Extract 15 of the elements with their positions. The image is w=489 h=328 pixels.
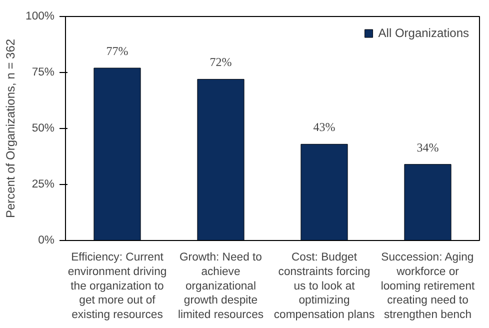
y-tick-label: 25% <box>32 178 55 190</box>
text: 77% <box>106 44 128 58</box>
x-tick-label: Cost: Budget constraints forcing us to look at optimizing compensation plans <box>274 252 375 322</box>
y-tick-label: 75% <box>32 66 55 78</box>
x-tick-label: Growth: Need to achieve organizational growth despite limited resources <box>178 252 264 322</box>
text: 72% <box>210 55 232 70</box>
x-tick-label: Efficiency: Current environment driving the organization to get more out of existing resources <box>68 252 167 322</box>
text: 34% <box>416 140 439 154</box>
text: 43% <box>313 120 336 134</box>
y-tick-label: 100% <box>26 10 55 22</box>
legend-label: All Organizations <box>378 26 469 40</box>
y-tick-label: 0% <box>38 234 54 246</box>
y-tick-label: 50% <box>32 122 55 134</box>
y-axis-title: Percent of Organizations, n = 362 <box>4 38 18 218</box>
x-tick-label: Succession: Aging workforce or looming retirement creating need to strengthen bench <box>380 252 476 322</box>
